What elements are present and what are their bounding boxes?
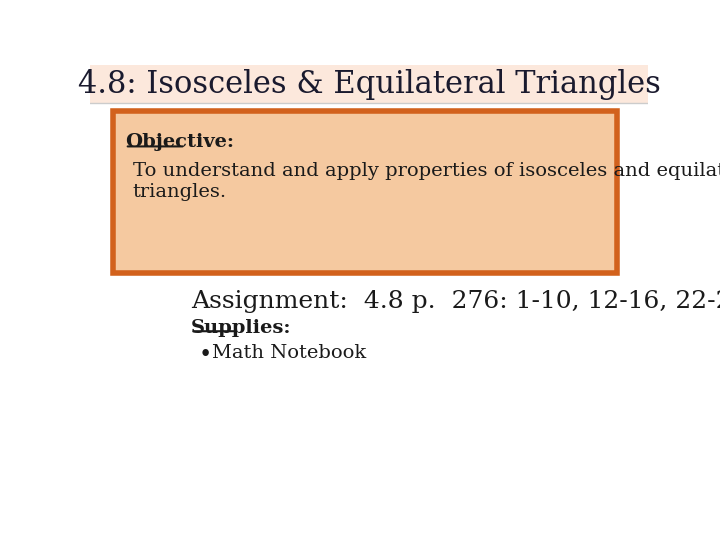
Text: Math Notebook: Math Notebook <box>212 343 366 362</box>
Text: Objective:: Objective: <box>125 132 234 151</box>
Text: Assignment:  4.8 p.  276: 1-10, 12-16, 22-26: Assignment: 4.8 p. 276: 1-10, 12-16, 22-… <box>191 289 720 313</box>
Text: triangles.: triangles. <box>132 183 227 201</box>
FancyBboxPatch shape <box>113 111 617 273</box>
Text: Supplies:: Supplies: <box>191 319 292 337</box>
Text: To understand and apply properties of isosceles and equilateral: To understand and apply properties of is… <box>132 162 720 180</box>
Text: 4.8: Isosceles & Equilateral Triangles: 4.8: Isosceles & Equilateral Triangles <box>78 69 660 99</box>
Text: •: • <box>199 343 212 366</box>
FancyBboxPatch shape <box>90 65 648 103</box>
